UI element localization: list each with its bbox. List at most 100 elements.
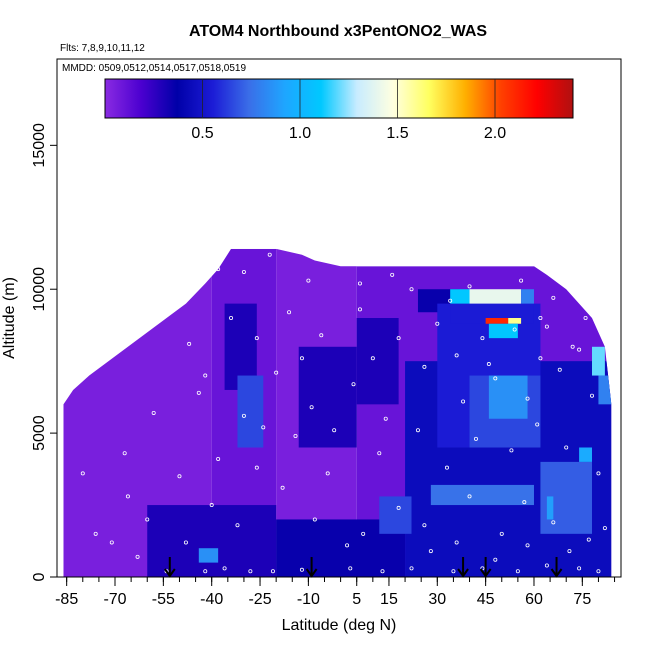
sample-point — [287, 310, 292, 315]
x-tick-label: 15 — [380, 591, 398, 608]
sample-point — [409, 566, 414, 571]
x-tick-label: 75 — [573, 591, 591, 608]
sample-point — [409, 287, 414, 292]
sample-point — [380, 569, 385, 574]
sample-point — [187, 341, 192, 346]
y-tick-label: 5000 — [31, 415, 48, 451]
sample-point — [216, 267, 221, 272]
sample-point — [58, 454, 63, 459]
sample-point — [525, 543, 530, 548]
colorbar: 0.5 1.0 1.5 2.0 — [104, 78, 574, 142]
colorbar-tick-label: 0.5 — [191, 125, 213, 142]
colorbar-gradient — [104, 78, 574, 119]
dates-caption: MMDD: 0509,0512,0514,0517,0518,0519 — [62, 63, 246, 74]
sample-point — [444, 465, 449, 470]
x-axis-label: Latitude (deg N) — [282, 617, 397, 634]
colorbar-tick-label: 1.5 — [386, 125, 408, 142]
sample-point — [241, 413, 246, 418]
sample-point — [383, 416, 388, 421]
sample-point — [396, 336, 401, 341]
sample-point — [293, 433, 298, 438]
profile-arrow — [163, 557, 176, 578]
heatmap-cell — [598, 375, 612, 405]
sample-point — [544, 563, 549, 568]
profile-arrow — [457, 557, 469, 578]
sample-point — [267, 252, 272, 257]
sample-point — [312, 517, 317, 522]
sample-point — [309, 405, 314, 410]
sample-point — [454, 353, 459, 358]
sample-point — [125, 494, 130, 499]
heatmap-cell — [379, 496, 412, 534]
sample-point — [602, 526, 607, 531]
sample-point — [415, 428, 420, 433]
sample-point — [109, 540, 114, 545]
sample-point — [454, 540, 459, 545]
sample-point — [499, 531, 504, 536]
sample-point — [145, 517, 150, 522]
x-tick-label: -55 — [152, 591, 175, 608]
heatmap-cell — [198, 548, 219, 563]
sample-point — [299, 356, 304, 361]
sample-point — [486, 362, 491, 367]
sample-point — [254, 465, 259, 470]
sample-point — [577, 566, 582, 571]
sample-point — [396, 505, 401, 510]
sample-point — [577, 347, 582, 352]
x-tick-label: -10 — [297, 591, 320, 608]
sample-point — [319, 333, 324, 338]
sample-point — [357, 307, 362, 312]
sample-point — [203, 373, 208, 378]
sample-point — [209, 503, 214, 508]
sample-point — [596, 569, 601, 574]
sample-point — [196, 390, 201, 395]
sample-point — [280, 485, 285, 490]
sample-point — [93, 531, 98, 536]
sample-point — [596, 471, 601, 476]
sample-point — [377, 451, 382, 456]
sample-point — [254, 336, 259, 341]
colorbar-tick-label: 1.0 — [289, 125, 311, 142]
x-tick-label: 30 — [428, 591, 446, 608]
sample-point — [461, 399, 466, 404]
heatmap-cell — [237, 375, 264, 448]
y-tick-label: 15000 — [31, 123, 48, 168]
heatmap-cell — [508, 318, 522, 324]
sample-point — [177, 474, 182, 479]
sample-point — [325, 471, 330, 476]
sample-point — [235, 523, 240, 528]
sample-point — [216, 457, 221, 462]
sample-point — [80, 471, 85, 476]
heatmap-cell — [546, 496, 554, 520]
profile-arrow — [550, 557, 563, 578]
y-axis: 0 5000 10000 15000 — [31, 123, 57, 581]
sample-point — [564, 445, 569, 450]
sample-point — [467, 284, 472, 289]
sample-point — [493, 376, 498, 381]
sample-point — [515, 569, 520, 574]
sample-point — [551, 295, 556, 300]
sample-point — [261, 425, 266, 430]
sample-point — [428, 549, 433, 554]
heatmap-cell — [485, 318, 509, 324]
sample-point — [370, 356, 375, 361]
flights-caption: Flts: 7,8,9,10,11,12 — [60, 43, 145, 54]
x-tick-label: 45 — [477, 591, 495, 608]
x-tick-label: 5 — [352, 591, 361, 608]
sample-point — [480, 336, 485, 341]
heatmap-cell — [591, 346, 605, 376]
sample-point — [183, 540, 188, 545]
sample-point — [351, 382, 356, 387]
heatmap-cell — [521, 289, 534, 304]
plot-frame — [56, 58, 622, 578]
sample-point — [270, 569, 275, 574]
y-axis-label: Altitude (m) — [1, 277, 18, 359]
sample-point — [525, 396, 530, 401]
sample-point — [544, 324, 549, 329]
profile-arrow — [479, 557, 492, 578]
sample-point — [570, 344, 575, 349]
sample-point — [567, 549, 572, 554]
colorbar-tick-label: 2.0 — [484, 125, 506, 142]
sample-point — [589, 393, 594, 398]
